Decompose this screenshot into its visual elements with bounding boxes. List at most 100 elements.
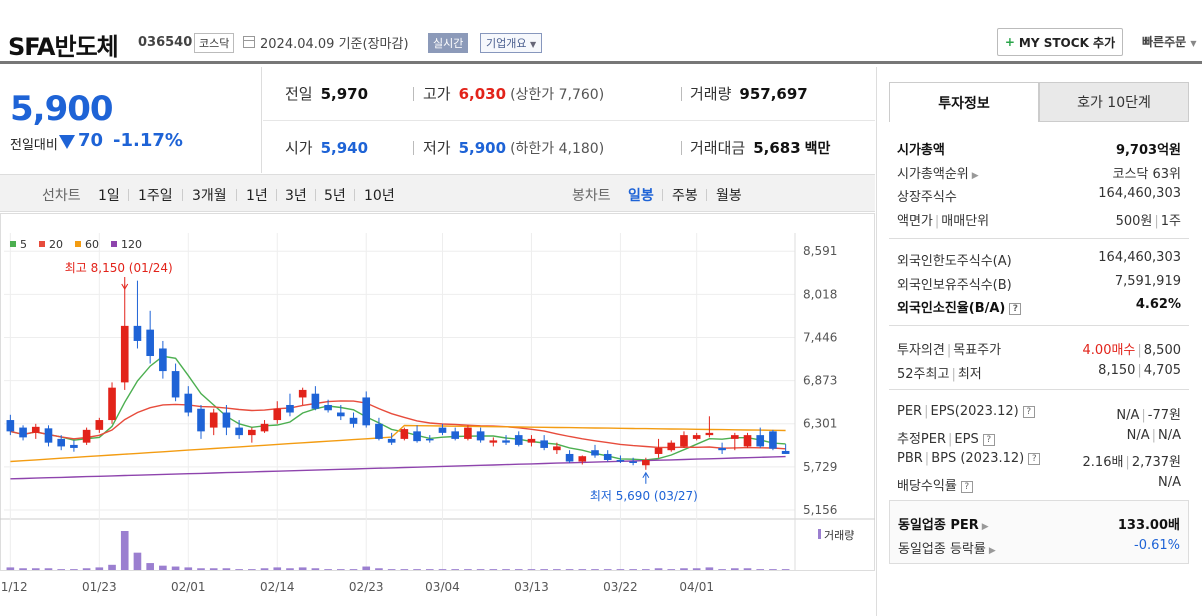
stock-chart[interactable]: 01/12 01/23 02/01 02/14 02/23 03/04 03/13 03/22…: [0, 213, 875, 616]
volume-bar: [31, 568, 40, 570]
volume-bar: [451, 569, 460, 570]
info-value-text: 8,500: [1143, 343, 1181, 358]
high-annotation: 최고 8,150 (01/24): [65, 261, 173, 275]
stat-label: 전일: [285, 85, 313, 103]
realtime-button[interactable]: 실시간: [428, 33, 469, 53]
legend-label: 120: [121, 238, 142, 251]
candle-chart-label: 봉차트: [572, 188, 611, 204]
help-icon[interactable]: ?: [982, 433, 995, 446]
low-annotation-arrowhead: [642, 471, 650, 479]
tab-order-book[interactable]: 호가 10단계: [1039, 82, 1189, 122]
my-stock-label: MY STOCK 추가: [1018, 35, 1116, 50]
divider: [128, 189, 129, 201]
volume-bar: [438, 569, 447, 570]
period-10y[interactable]: 10년: [364, 188, 395, 204]
candlestick-chart[interactable]: 01/12 01/23 02/01 02/14 02/23 03/04 03/13 03/22…: [0, 213, 875, 616]
stat-label: 거래대금: [690, 139, 746, 157]
help-icon[interactable]: ?: [1009, 303, 1022, 315]
candle-body: [222, 412, 231, 428]
pipe-divider: |: [948, 431, 953, 447]
volume-bar: [298, 567, 307, 570]
company-overview-label: 기업개요: [486, 37, 527, 50]
stat-label: 고가: [423, 85, 451, 103]
stats-row-2: 시가 5,940 저가 5,900 (하한가 4,180) 거래대금 5,683 백만: [263, 120, 875, 172]
info-value: 164,460,303: [1098, 250, 1181, 265]
volume-bar: [565, 569, 574, 570]
stat-unit: 백만: [804, 141, 831, 157]
volume-bar: [222, 568, 231, 570]
low-annotation: 최저 5,690 (03/27): [590, 489, 698, 503]
candle-weekly[interactable]: 주봉: [672, 188, 698, 204]
market-badge: 코스닥: [194, 33, 235, 53]
info-row-market-cap: 시가총액 9,703억원: [889, 135, 1189, 159]
candle-body: [489, 440, 498, 443]
tab-investment-info[interactable]: 투자정보: [889, 82, 1039, 122]
info-row-foreign-limit: 외국인한도주식수(A) 164,460,303: [889, 246, 1189, 270]
period-3y[interactable]: 3년: [285, 188, 307, 204]
volume-bar: [82, 568, 91, 570]
candle-body: [603, 453, 612, 460]
candle-body: [667, 442, 676, 451]
info-label-text: EPS(2023.12): [930, 404, 1019, 419]
period-1d[interactable]: 1일: [98, 188, 120, 204]
stat-prev-close: 전일 5,970: [285, 83, 368, 104]
chevron-right-icon: ▶: [971, 170, 979, 181]
volume-bar: [718, 569, 726, 570]
candle-body: [298, 389, 307, 398]
candle-body: [95, 420, 104, 430]
info-tabs: 투자정보 호가 10단계: [889, 82, 1189, 122]
legend-swatch: [10, 241, 16, 247]
info-label: 배당수익률?: [897, 475, 973, 494]
volume-bar: [171, 566, 180, 570]
info-value: 133.00배: [1117, 518, 1180, 533]
legend-swatch: [75, 241, 81, 247]
info-label-text: 매매단위: [941, 213, 990, 229]
period-1w[interactable]: 1주일: [138, 188, 173, 204]
my-stock-add-button[interactable]: + MY STOCK 추가: [997, 28, 1123, 56]
candle-daily[interactable]: 일봉: [628, 188, 654, 204]
volume-bar: [756, 569, 765, 570]
volume-bar: [502, 569, 510, 570]
period-5y[interactable]: 5년: [324, 188, 346, 204]
info-value: N/A: [1158, 474, 1181, 490]
info-label: 투자의견 | 목표주가: [897, 339, 1001, 358]
help-icon[interactable]: ?: [1028, 453, 1041, 465]
help-icon[interactable]: ?: [960, 480, 973, 493]
help-icon[interactable]: ?: [1022, 406, 1035, 418]
y-tick-label: 6,873: [803, 374, 837, 388]
info-value: N/A | N/A: [1127, 428, 1181, 443]
volume-bar: [311, 568, 320, 570]
candle-body: [44, 428, 53, 443]
info-row-market-cap-rank[interactable]: 시가총액순위 ▶ 코스닥 63위: [889, 159, 1189, 183]
x-tick-label: 02/01: [171, 580, 206, 594]
stat-low: 저가 5,900 (하한가 4,180): [423, 137, 604, 158]
candle-body: [349, 417, 358, 424]
info-row-sector-rate[interactable]: 동일업종 등락률 ▶ -0.61%: [890, 534, 1188, 558]
candle-monthly[interactable]: 월봉: [716, 188, 742, 204]
info-label-text: 추정PER: [897, 431, 947, 447]
stat-value: 5,683: [753, 139, 801, 157]
candle-body: [31, 426, 40, 433]
info-row-sector-per[interactable]: 동일업종 PER ▶ 133.00배: [890, 510, 1188, 534]
candle-body: [476, 431, 485, 441]
candle-body: [591, 450, 599, 456]
x-tick-label: 02/14: [260, 580, 295, 594]
info-label: 액면가 | 매매단위: [897, 210, 989, 229]
info-label: 추정PER | EPS?: [897, 428, 995, 447]
period-1y[interactable]: 1년: [246, 188, 268, 204]
stats-row-1: 전일 5,970 고가 6,030 (상한가 7,760) 거래량 957,697: [263, 67, 875, 119]
info-row-foreign-ratio: 외국인소진율(B/A)? 4.62%: [889, 293, 1189, 317]
chevron-right-icon: ▶: [981, 522, 989, 532]
candle-body: [502, 440, 510, 443]
info-value-text: 1주: [1160, 213, 1181, 229]
candle-body: [425, 438, 434, 441]
candle-body: [311, 393, 320, 409]
company-overview-button[interactable]: 기업개요 ▼: [480, 33, 543, 53]
y-tick-label: 6,301: [803, 417, 837, 431]
info-label-text: 액면가: [897, 213, 933, 229]
period-3m[interactable]: 3개월: [192, 188, 227, 204]
info-label: 시가총액순위 ▶: [897, 163, 979, 182]
sector-box: 동일업종 PER ▶ 133.00배 동일업종 등락률 ▶ -0.61%: [889, 500, 1189, 564]
volume-bar: [57, 569, 66, 570]
quick-order-button[interactable]: 빠른주문 ▼: [1142, 33, 1197, 50]
